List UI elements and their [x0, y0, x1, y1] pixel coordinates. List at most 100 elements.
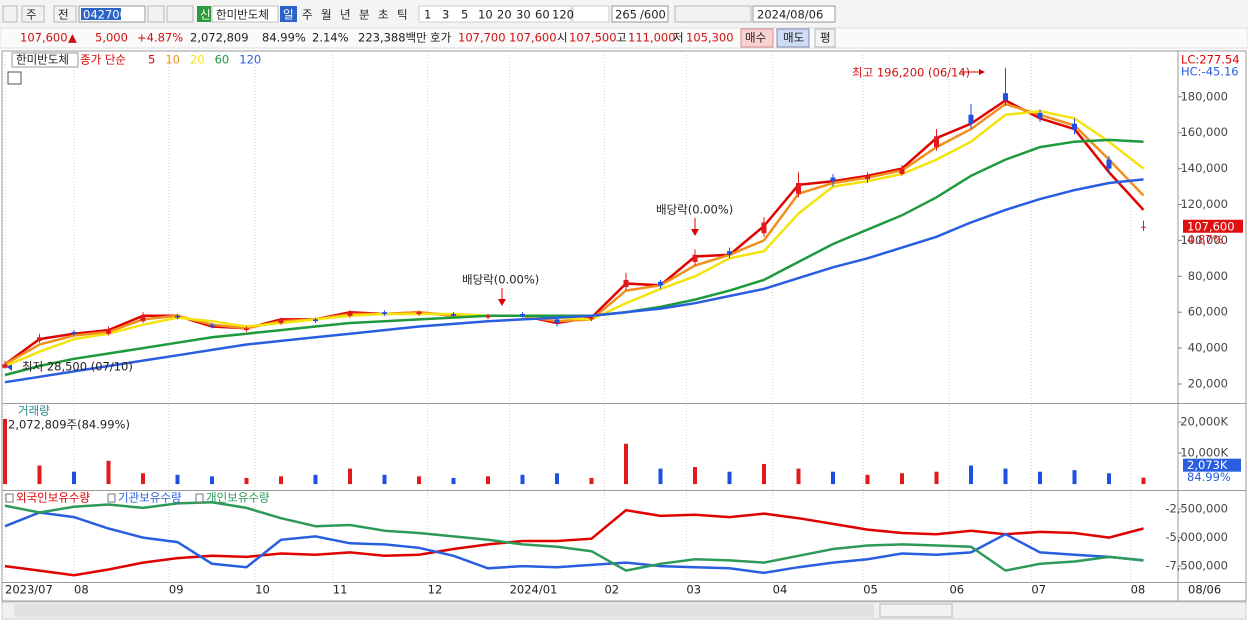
y-tick-label: 180,000 [1180, 89, 1228, 103]
volume-bar [279, 476, 283, 485]
sell-button[interactable] [776, 28, 810, 48]
speaker-button[interactable] [166, 5, 194, 23]
y-tick-label: -5,000,000 [1165, 530, 1228, 544]
legend-entry[interactable]: 120 [239, 53, 261, 67]
legend-entry[interactable]: 외국인보유수량 [16, 491, 90, 505]
toolbar-item[interactable]: 265 [615, 8, 637, 22]
toolbar-item[interactable]: 5 [461, 8, 468, 22]
last-price-box [1183, 219, 1243, 233]
legend-entry[interactable]: 기관보유수량 [118, 491, 182, 505]
candle-body [1141, 226, 1146, 228]
annotation: 최저 28,500 (07/10) [22, 360, 133, 374]
buy-button[interactable] [740, 28, 774, 48]
volume-bar [1003, 468, 1008, 485]
candle-body [968, 114, 974, 124]
candle-body [554, 319, 560, 323]
quote-item: 107,600 [20, 31, 68, 45]
select-box[interactable] [21, 5, 45, 23]
date-input[interactable] [752, 5, 836, 23]
toolbar-item[interactable]: 월 [321, 8, 332, 22]
toolbar-item[interactable]: 주 [302, 8, 313, 22]
y-tick-label: 20,000 [1188, 376, 1228, 390]
legend-entry[interactable]: 10 [165, 53, 180, 67]
toolbar-item[interactable]: 30 [516, 8, 531, 22]
toolbar-item[interactable]: 042700 [83, 8, 127, 22]
legend-swatch [107, 493, 116, 503]
volume-bar [244, 477, 249, 485]
volume-bar [934, 471, 939, 485]
scroll-controls[interactable] [879, 603, 953, 618]
toolbar-item[interactable]: 20 [497, 8, 512, 22]
y-tick-label: 100,000 [1180, 233, 1228, 247]
toolbar-item[interactable]: 60 [535, 8, 550, 22]
legend-entry[interactable]: 개인보유수량 [206, 491, 270, 505]
toolbar-item[interactable]: 일 [283, 8, 294, 22]
avg-button[interactable] [814, 28, 836, 48]
y-tick-label: 120,000 [1180, 197, 1228, 211]
calc-icon[interactable] [7, 71, 22, 85]
volume-bar [865, 474, 870, 485]
quote-item[interactable]: 매도 [783, 31, 804, 45]
volume-bar [37, 465, 42, 485]
toolbar-item[interactable]: 분 [359, 8, 370, 22]
legend-entry[interactable]: 5 [148, 53, 155, 67]
tool-buttons[interactable] [674, 5, 752, 23]
x-tick-label: 08 [1131, 583, 1146, 597]
interval-combo[interactable] [572, 5, 610, 23]
quote-item: 107,600 [509, 31, 557, 45]
toolbar-item[interactable]: 신 [200, 8, 211, 22]
select-box[interactable] [53, 5, 77, 23]
change-label: 4.87% [1187, 232, 1224, 246]
volume-bar [141, 473, 145, 485]
toolbar-item[interactable]: 3 [442, 8, 449, 22]
candle-body [796, 182, 801, 194]
quote-item: 시 [557, 31, 568, 45]
toolbar-item[interactable]: 전 [58, 8, 69, 22]
icon-button[interactable] [2, 5, 18, 23]
volume-bar [727, 471, 732, 485]
last-price-label: 107,600 [1187, 219, 1235, 233]
toolbar-item[interactable]: 2024/08/06 [757, 8, 823, 22]
y-tick-label: -7,500,000 [1165, 559, 1228, 573]
quote-item: 105,300 [686, 31, 734, 45]
title-box [11, 52, 79, 68]
candle-body [692, 254, 698, 262]
toolbar-item[interactable]: 10 [478, 8, 493, 22]
volume-bar [1072, 470, 1077, 485]
y-tick-label: 140,000 [1180, 161, 1228, 175]
interval-group[interactable] [418, 5, 572, 23]
candle-body [106, 330, 111, 334]
x-tick-label: 06 [949, 583, 964, 597]
y-tick-label: 20,000K [1180, 415, 1228, 429]
count-input[interactable] [611, 5, 669, 23]
volume-bar [520, 474, 525, 485]
quote-item: 107,500 [569, 31, 617, 45]
legend-entry[interactable]: 60 [215, 53, 230, 67]
toolbar-item[interactable]: 초 [378, 8, 389, 22]
toolbar-item[interactable]: 120 [552, 8, 574, 22]
scroll-track [14, 604, 874, 617]
series-line [4, 508, 1144, 577]
legend-entry[interactable]: 20 [190, 53, 205, 67]
x-tick-label: 12 [428, 583, 443, 597]
chart-frame [1, 50, 1247, 602]
quote-item[interactable]: 매수 [745, 31, 766, 45]
toolbar-item[interactable]: /600 [640, 8, 666, 22]
x-tick-label: 2024/01 [510, 583, 558, 597]
annotation: 배당락(0.00%) [462, 273, 539, 287]
annotation-arrowhead [498, 299, 506, 306]
search-button[interactable] [147, 5, 165, 23]
toolbar-item[interactable]: 주 [26, 8, 37, 22]
period-selected[interactable] [280, 6, 297, 22]
toolbar-item[interactable]: 1 [424, 8, 431, 22]
legend-swatch [5, 493, 14, 503]
toolbar-item[interactable]: 년 [340, 8, 351, 22]
chart-title: 한미반도체 [16, 53, 69, 67]
series-line [4, 178, 1144, 384]
legend-swatch [195, 493, 204, 503]
x-tick-label: 02 [604, 583, 619, 597]
toolbar-item[interactable]: 틱 [397, 8, 408, 22]
candle-body [865, 175, 870, 180]
quote-item[interactable]: 평 [820, 31, 831, 45]
